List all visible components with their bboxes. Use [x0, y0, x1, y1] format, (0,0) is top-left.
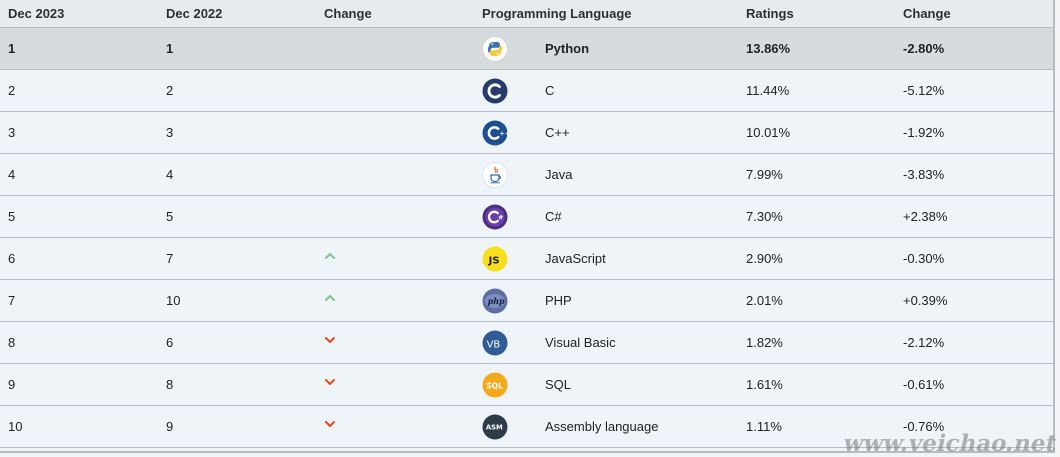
- rating-value: 2.90%: [746, 251, 783, 266]
- header-ratings[interactable]: Ratings: [746, 6, 794, 21]
- svg-text:++: ++: [499, 129, 508, 137]
- python-icon: [482, 36, 508, 62]
- language-name[interactable]: Assembly language: [545, 419, 659, 434]
- rating-change: +2.38%: [903, 209, 948, 224]
- rating-value: 1.61%: [746, 377, 783, 392]
- rating-change: -0.30%: [903, 251, 945, 266]
- rating-value: 10.01%: [746, 125, 791, 140]
- chevron-up-icon: [325, 295, 335, 301]
- rank-dec-2022: 8: [166, 377, 174, 392]
- table-row: 3 3 ++ C++ 10.01% -1.92%: [0, 112, 1053, 154]
- rank-dec-2022: 2: [166, 83, 174, 98]
- language-name[interactable]: SQL: [545, 377, 572, 392]
- rank-dec-2022: 7: [166, 251, 174, 266]
- language-name[interactable]: PHP: [545, 293, 572, 308]
- chevron-up-icon: [325, 253, 335, 259]
- rating-value: 2.01%: [746, 293, 783, 308]
- language-name[interactable]: Python: [545, 41, 590, 56]
- rating-value: 1.82%: [746, 335, 783, 350]
- svg-text:ASM: ASM: [486, 424, 503, 432]
- chevron-down-icon: [325, 337, 335, 343]
- rank-dec-2023: 9: [8, 377, 16, 392]
- language-name[interactable]: JavaScript: [545, 251, 606, 266]
- table-row: 1 1 Python 13.86% -2.80%: [0, 28, 1053, 70]
- visual-basic-icon: VB: [482, 330, 508, 356]
- svg-text:php: php: [488, 296, 505, 306]
- header-change[interactable]: Change: [324, 6, 372, 21]
- rating-value: 13.86%: [746, 41, 791, 56]
- header-dec-2023[interactable]: Dec 2023: [8, 6, 65, 21]
- rank-dec-2022: 10: [166, 293, 181, 308]
- rank-dec-2023: 4: [8, 167, 16, 182]
- rating-value: 7.99%: [746, 167, 783, 182]
- rating-value: 1.11%: [746, 419, 782, 434]
- rating-change: -2.80%: [903, 41, 945, 56]
- table-row: 7 10 php PHP 2.01% +0.39%: [0, 280, 1053, 322]
- chevron-down-icon: [325, 421, 335, 427]
- javascript-icon: JS: [482, 246, 508, 272]
- rating-change: -0.61%: [903, 377, 945, 392]
- rank-dec-2022: 4: [166, 167, 174, 182]
- header-ratings-change[interactable]: Change: [903, 6, 951, 21]
- rank-dec-2023: 5: [8, 209, 16, 224]
- language-name[interactable]: C++: [545, 125, 570, 140]
- rank-dec-2022: 9: [166, 419, 174, 434]
- table-row: 9 8 SQL SQL 1.61% -0.61%: [0, 364, 1053, 406]
- svg-text:#: #: [498, 214, 503, 221]
- watermark-text: www.veichao.net: [840, 430, 1059, 457]
- svg-text:VB: VB: [487, 339, 501, 350]
- rating-change: -3.83%: [903, 167, 945, 182]
- language-name[interactable]: C#: [545, 209, 562, 224]
- rank-dec-2023: 10: [8, 419, 23, 434]
- rank-dec-2023: 7: [8, 293, 16, 308]
- rating-value: 7.30%: [746, 209, 783, 224]
- rank-dec-2022: 6: [166, 335, 174, 350]
- rank-dec-2022: 5: [166, 209, 174, 224]
- language-name[interactable]: C: [545, 83, 555, 98]
- sql-icon: SQL: [482, 372, 508, 398]
- svg-text:JS: JS: [488, 255, 500, 266]
- cpp-icon: ++: [482, 120, 508, 146]
- php-icon: php: [482, 288, 508, 314]
- language-name[interactable]: Java: [545, 167, 573, 182]
- csharp-icon: #: [482, 204, 508, 230]
- language-name[interactable]: Visual Basic: [545, 335, 616, 350]
- table-row: 5 5 # C# 7.30% +2.38%: [0, 196, 1053, 238]
- table-row: 4 4 Java 7.99% -3.83%: [0, 154, 1053, 196]
- rating-value: 11.44%: [746, 83, 790, 98]
- rating-change: -5.12%: [903, 83, 945, 98]
- svg-text:SQL: SQL: [486, 381, 503, 390]
- rating-change: -1.92%: [903, 125, 945, 140]
- table-row: 6 7 JS JavaScript 2.90% -0.30%: [0, 238, 1053, 280]
- rank-dec-2023: 2: [8, 83, 16, 98]
- rank-dec-2023: 1: [8, 41, 16, 56]
- assembly-icon: ASM: [482, 414, 508, 440]
- rating-change: -2.12%: [903, 335, 945, 350]
- table-row: 10 9 ASM Assembly language 1.11% -0.76%: [0, 406, 1053, 448]
- java-icon: [482, 162, 508, 188]
- header-dec-2022[interactable]: Dec 2022: [166, 6, 223, 21]
- rating-change: -0.76%: [903, 419, 945, 434]
- rating-change: +0.39%: [903, 293, 948, 308]
- table-header: Dec 2023 Dec 2022 Change Programming Lan…: [0, 0, 1053, 28]
- rank-dec-2023: 6: [8, 251, 16, 266]
- table-row: 2 2 C 11.44% -5.12%: [0, 70, 1053, 112]
- header-programming-language[interactable]: Programming Language: [482, 6, 632, 21]
- c-icon: [482, 78, 508, 104]
- table-row: 8 6 VB Visual Basic 1.82% -2.12%: [0, 322, 1053, 364]
- rank-dec-2022: 1: [166, 41, 174, 56]
- rank-dec-2023: 3: [8, 125, 16, 140]
- chevron-down-icon: [325, 379, 335, 385]
- rank-dec-2022: 3: [166, 125, 174, 140]
- rank-dec-2023: 8: [8, 335, 16, 350]
